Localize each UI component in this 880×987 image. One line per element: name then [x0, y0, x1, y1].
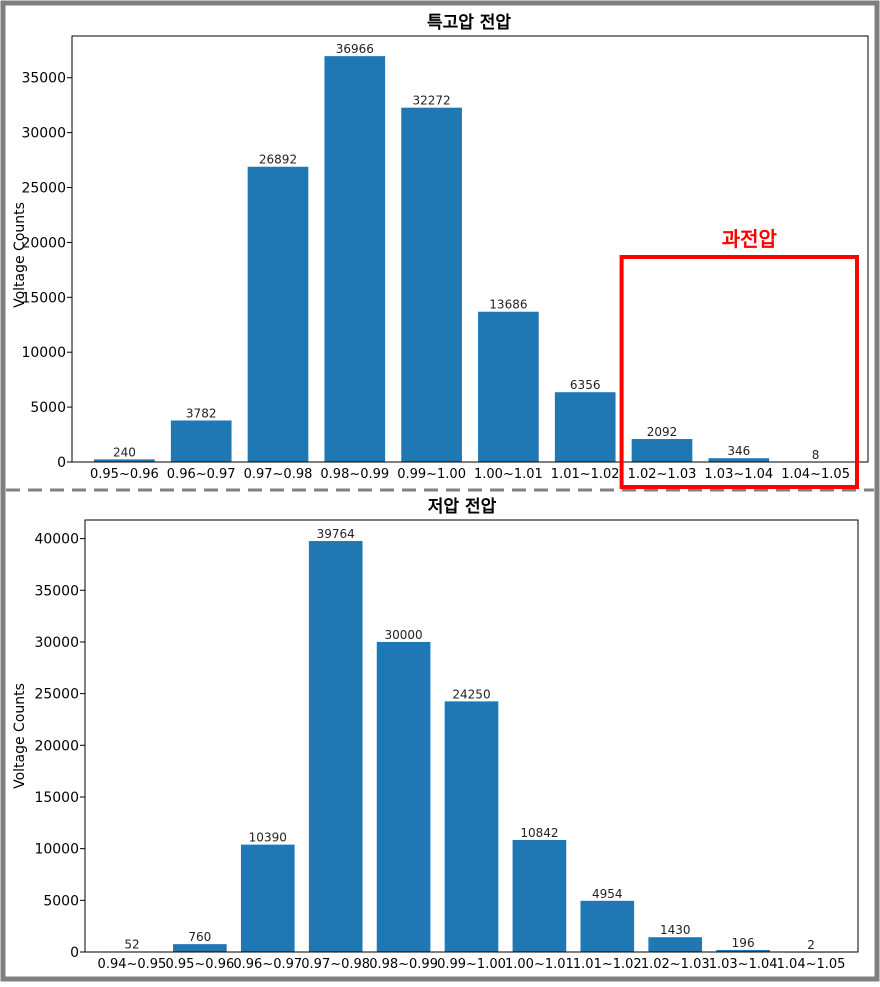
x-ticks: 0.94~0.95 0.95~0.96 0.96~0.97 0.97~0.98 0.98… [98, 957, 846, 972]
x-tick-label-2: 0.96~0.97 [233, 957, 302, 972]
y-tick-label-4: 20000 [34, 738, 79, 754]
data-labels: 52 760 10390 39764 30000 24250 10842 4954 1430 19… [124, 527, 815, 952]
y-tick-label-2: 10000 [21, 345, 66, 361]
x-tick-label-8: 1.03~1.04 [704, 467, 773, 482]
data-label-9: 196 [732, 936, 755, 950]
bar-1 [173, 944, 227, 952]
bar-9 [716, 949, 770, 952]
bar-4 [401, 107, 462, 462]
x-tick-label-7: 1.02~1.03 [628, 467, 697, 482]
data-label-7: 2092 [647, 425, 678, 439]
data-label-6: 10842 [520, 826, 558, 840]
bar-4 [376, 641, 431, 952]
chart-title: 특고압 전압 [427, 12, 511, 33]
bar-8 [708, 458, 770, 462]
bar-3 [324, 56, 386, 463]
y-tick-label-4: 20000 [21, 235, 66, 251]
x-tick-label-3: 0.97~0.98 [301, 957, 370, 972]
y-tick-label-8: 40000 [34, 532, 79, 548]
x-tick-label-1: 0.95~0.96 [165, 957, 234, 972]
data-label-1: 760 [188, 930, 211, 944]
data-label-0: 52 [124, 937, 139, 951]
data-label-4: 32272 [413, 94, 451, 108]
data-label-2: 10390 [249, 831, 287, 845]
overvoltage-annotation: 과전압 [619, 227, 859, 489]
x-tick-label-9: 1.04~1.05 [781, 467, 850, 482]
y-tick-label-2: 10000 [34, 842, 79, 858]
data-label-5: 13686 [489, 298, 527, 312]
bar-6 [554, 392, 616, 462]
bar-7 [580, 900, 635, 952]
axes-frame [84, 519, 859, 953]
y-tick-label-6: 30000 [34, 635, 79, 651]
x-tick-label-4: 0.99~1.00 [397, 467, 466, 482]
data-label-8: 346 [727, 444, 750, 458]
y-ticks: 0 5000 10000 15000 20000 25000 30000 35000 [21, 71, 72, 471]
axes-frame [71, 35, 869, 463]
bar-8 [648, 937, 703, 952]
y-axis-label: Voltage Counts [12, 683, 28, 789]
data-label-9: 8 [812, 448, 820, 462]
overvoltage-box [619, 255, 859, 489]
bar-1 [170, 420, 232, 462]
data-labels: 240 3782 26892 36966 32272 13686 6356 2092 346 8 [113, 42, 819, 462]
data-label-10: 2 [807, 938, 815, 952]
data-label-7: 4954 [592, 887, 623, 901]
y-tick-label-3: 15000 [34, 790, 79, 806]
x-tick-label-6: 1.01~1.02 [551, 467, 620, 482]
x-tick-label-6: 1.00~1.01 [505, 957, 574, 972]
data-label-1: 3782 [186, 406, 217, 420]
y-tick-label-6: 30000 [21, 126, 66, 142]
data-label-0: 240 [113, 445, 136, 459]
x-tick-label-3: 0.98~0.99 [320, 467, 389, 482]
y-axis-label: Voltage Counts [12, 202, 28, 308]
x-tick-label-9: 1.03~1.04 [709, 957, 778, 972]
data-label-4: 30000 [384, 628, 422, 642]
data-label-5: 24250 [452, 687, 490, 701]
x-tick-label-10: 1.04~1.05 [777, 957, 846, 972]
y-tick-label-5: 25000 [21, 181, 66, 197]
y-tick-label-7: 35000 [21, 71, 66, 87]
y-tick-label-3: 15000 [21, 290, 66, 306]
overvoltage-label: 과전압 [722, 227, 778, 251]
bar-3 [308, 541, 363, 952]
bar-2 [240, 844, 295, 952]
y-tick-label-7: 35000 [34, 583, 79, 599]
chart-title: 저압 전압 [428, 496, 497, 517]
y-tick-label-0: 0 [70, 945, 79, 961]
x-tick-label-0: 0.95~0.96 [90, 467, 159, 482]
x-ticks: 0.95~0.96 0.96~0.97 0.97~0.98 0.98~0.99 0.99… [90, 467, 850, 482]
bar-0 [94, 459, 155, 462]
data-label-6: 6356 [570, 378, 601, 392]
y-tick-label-5: 25000 [34, 687, 79, 703]
x-tick-label-8: 1.02~1.03 [641, 957, 710, 972]
y-tick-label-1: 5000 [30, 400, 66, 416]
x-tick-label-5: 0.99~1.00 [437, 957, 506, 972]
x-tick-label-1: 0.96~0.97 [167, 467, 236, 482]
bars [94, 56, 846, 463]
bars [105, 541, 838, 953]
data-label-3: 36966 [336, 42, 374, 56]
x-tick-label-5: 1.00~1.01 [474, 467, 543, 482]
bar-6 [512, 839, 567, 952]
chart-low-voltage: 저압 전압 Voltage Counts 52 760 10390 39764 3000… [12, 496, 859, 972]
y-ticks: 0 5000 10000 15000 20000 25000 30000 35000 40000 [34, 532, 85, 961]
x-tick-label-0: 0.94~0.95 [98, 957, 167, 972]
x-tick-label-4: 0.98~0.99 [369, 957, 438, 972]
x-tick-label-7: 1.01~1.02 [573, 957, 642, 972]
x-tick-label-2: 0.97~0.98 [244, 467, 313, 482]
bar-2 [247, 166, 309, 462]
y-tick-label-1: 5000 [43, 893, 79, 909]
data-label-8: 1430 [660, 923, 691, 937]
data-label-3: 39764 [317, 527, 355, 541]
y-tick-label-0: 0 [57, 455, 66, 471]
bar-5 [478, 311, 539, 462]
bar-5 [444, 701, 499, 952]
data-label-2: 26892 [259, 153, 297, 167]
bar-7 [631, 439, 693, 462]
chart-high-voltage: 특고압 전압 Voltage Counts 240 3782 26892 36966 3… [12, 12, 869, 489]
